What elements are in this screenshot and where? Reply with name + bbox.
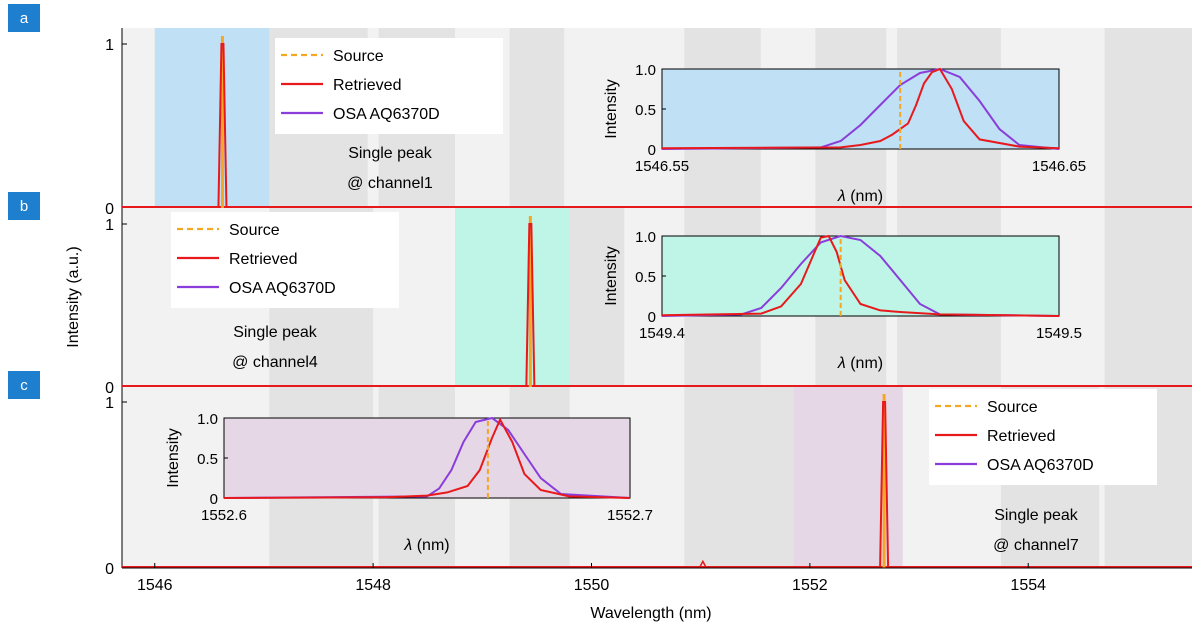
inset-x-tick-label: 1546.55 <box>635 158 689 175</box>
x-tick-label: 1554 <box>1010 577 1046 594</box>
inset-x-axis-label: λ (nm) <box>837 188 883 205</box>
inset-y-axis-label: Intensity <box>603 246 620 306</box>
panel-label-badge <box>8 192 40 220</box>
lambda-symbol: λ <box>837 188 846 205</box>
inset-y-tick-label: 1.0 <box>197 411 218 428</box>
inset-y-tick-label: 0.5 <box>197 451 218 468</box>
legend: Source Retrieved OSA AQ6370D <box>171 212 399 308</box>
y-tick-label: 1 <box>105 217 114 234</box>
inset-retrieved-curve <box>661 67 1060 150</box>
inset-osa-curve <box>661 234 1060 317</box>
inset-y-tick-label: 0 <box>210 491 218 508</box>
legend-label: OSA AQ6370D <box>229 280 336 297</box>
x-axis-label: Wavelength (nm) <box>590 605 711 622</box>
inset-osa-curve <box>223 416 631 499</box>
x-tick-label: 1550 <box>574 577 610 594</box>
x-tick-label: 1548 <box>355 577 391 594</box>
inset-y-tick-label: 0 <box>648 309 656 326</box>
x-tick-label: 1552 <box>792 577 828 594</box>
inset: 0 0.5 1.0 1546.55 1546.65 λ (nm) Intensity <box>603 62 1086 205</box>
panel-label-badge <box>8 371 40 399</box>
annotation-text: Single peak <box>233 324 318 341</box>
inset-y-tick-label: 1.0 <box>635 229 656 246</box>
inset-x-axis-label: λ (nm) <box>403 537 449 554</box>
panel-label: c <box>20 377 28 394</box>
inset-y-axis-label: Intensity <box>603 79 620 139</box>
inset-x-axis-unit: (nm) <box>846 355 883 372</box>
inset: 0 0.5 1.0 1549.4 1549.5 λ (nm) Intensity <box>603 229 1082 372</box>
retrieved-peak <box>879 401 890 568</box>
legend: Source Retrieved OSA AQ6370D <box>929 389 1157 485</box>
channel-band <box>509 28 565 208</box>
y-tick-label: 0 <box>105 561 114 578</box>
inset-x-tick-label: 1552.7 <box>607 507 653 524</box>
channel-band <box>684 387 794 568</box>
legend-label: OSA AQ6370D <box>333 106 440 123</box>
y-tick-label: 0 <box>105 201 114 218</box>
panel-label: b <box>20 198 28 215</box>
x-tick-label: 1546 <box>137 577 173 594</box>
legend-label: Retrieved <box>987 428 1055 445</box>
inset-retrieved-curve <box>223 417 631 499</box>
highlighted-channel-band <box>455 208 570 387</box>
inset-x-axis-unit: (nm) <box>846 188 883 205</box>
panel-a: 0 1 a Source Retrieved OSA AQ6370D Single peak… <box>8 4 1192 218</box>
panel-label-badge <box>8 4 40 32</box>
inset-x-tick-label: 1552.6 <box>201 507 247 524</box>
inset-plot-area <box>661 68 1060 150</box>
inset-x-tick-label: 1549.4 <box>639 325 685 342</box>
inset-x-tick-label: 1546.65 <box>1032 158 1086 175</box>
legend-label: Source <box>333 48 384 65</box>
y-tick-label: 1 <box>105 395 114 412</box>
legend-label: Source <box>987 399 1038 416</box>
legend-label: Retrieved <box>229 251 297 268</box>
inset-retrieved-curve <box>661 234 1060 317</box>
legend-label: OSA AQ6370D <box>987 457 1094 474</box>
annotation-text: @ channel7 <box>993 537 1079 554</box>
retrieved-peak <box>525 223 536 387</box>
inset-y-tick-label: 0.5 <box>635 269 656 286</box>
inset: 0 0.5 1.0 1552.6 1552.7 λ (nm) Intensity <box>165 411 653 554</box>
channel-band <box>1104 208 1192 387</box>
inset-plot-area <box>223 417 631 499</box>
inset-y-tick-label: 0.5 <box>635 102 656 119</box>
inset-y-tick-label: 0 <box>648 142 656 159</box>
lambda-symbol: λ <box>837 355 846 372</box>
annotation-text: @ channel4 <box>232 354 318 371</box>
y-tick-label: 0 <box>105 380 114 397</box>
x-axis: 1546 1548 1550 1552 1554 <box>122 563 1192 594</box>
legend: Source Retrieved OSA AQ6370D <box>275 38 503 134</box>
annotation-text: Single peak <box>348 145 433 162</box>
channel-band <box>1104 28 1192 208</box>
annotation-text: @ channel1 <box>347 175 433 192</box>
legend-label: Source <box>229 222 280 239</box>
inset-osa-curve <box>661 67 1060 150</box>
inset-x-tick-label: 1549.5 <box>1036 325 1082 342</box>
legend-label: Retrieved <box>333 77 401 94</box>
inset-y-tick-label: 1.0 <box>635 62 656 79</box>
panel-label: a <box>20 10 29 27</box>
inset-x-axis-unit: (nm) <box>412 537 449 554</box>
y-tick-label: 1 <box>105 37 114 54</box>
minor-peak <box>699 559 707 568</box>
lambda-symbol: λ <box>403 537 412 554</box>
retrieved-peak <box>217 43 228 208</box>
inset-x-axis-label: λ (nm) <box>837 355 883 372</box>
highlighted-channel-band <box>154 28 270 208</box>
annotation-text: Single peak <box>994 507 1079 524</box>
channel-band <box>569 208 625 387</box>
y-axis-label: Intensity (a.u.) <box>65 246 82 347</box>
inset-y-axis-label: Intensity <box>165 428 182 488</box>
